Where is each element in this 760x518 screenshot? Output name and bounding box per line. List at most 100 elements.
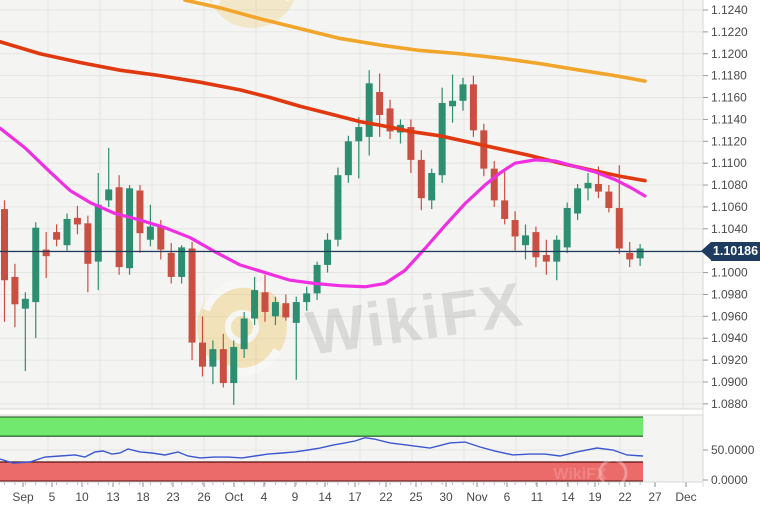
candlestick xyxy=(198,316,206,377)
overbought-band xyxy=(0,417,643,437)
candlestick xyxy=(271,296,279,326)
price-axis-label: 1.1180 xyxy=(711,69,747,83)
time-axis-label: 25 xyxy=(409,490,423,504)
candlestick xyxy=(219,333,227,388)
time-axis-label: 11 xyxy=(531,490,544,504)
candlestick xyxy=(324,233,332,273)
indicator-axis-label: 0.0000 xyxy=(711,473,748,487)
candlestick xyxy=(73,205,81,235)
time-axis-label: 5 xyxy=(49,490,56,504)
candlestick xyxy=(115,175,123,275)
candlestick xyxy=(334,167,342,247)
candlestick xyxy=(21,292,29,372)
candlestick xyxy=(532,226,540,268)
time-axis-label: 30 xyxy=(439,490,453,504)
time-axis-label: Dec xyxy=(675,490,696,504)
price-axis-label: 1.1060 xyxy=(711,200,748,214)
time-axis-label: 13 xyxy=(106,490,120,504)
candlestick xyxy=(261,274,269,322)
candlestick xyxy=(636,244,644,266)
candlestick xyxy=(292,296,300,380)
price-axis-label: 1.1040 xyxy=(711,222,748,236)
time-axis-label: 10 xyxy=(75,490,89,504)
price-axis-label: 1.1240 xyxy=(711,3,748,17)
candlestick xyxy=(574,183,582,221)
time-axis-label: 9 xyxy=(292,490,299,504)
price-axis: 1.1240 1.1220 1.1200 1.1180 1.1160 1.1140 1.11… xyxy=(703,3,755,487)
candlestick xyxy=(1,200,8,322)
candlestick xyxy=(584,173,592,201)
candlestick xyxy=(459,77,467,111)
candlestick xyxy=(167,243,175,284)
candlestick xyxy=(313,261,321,300)
candlestick xyxy=(63,213,71,251)
price-axis-label: 1.0980 xyxy=(711,287,748,301)
price-axis-label: 1.0880 xyxy=(711,397,748,411)
candlestick xyxy=(105,147,113,207)
price-axis-label: 1.1200 xyxy=(711,47,748,61)
candlestick xyxy=(303,286,311,311)
time-axis-label: 22 xyxy=(379,490,393,504)
price-axis-label: 1.1220 xyxy=(711,25,748,39)
oversold-band xyxy=(0,462,643,481)
ma-line-slow-orange xyxy=(183,0,647,83)
current-price-badge: 1.10186 xyxy=(701,242,760,261)
indicator-line xyxy=(0,436,644,464)
time-axis-label: Sep xyxy=(12,490,34,504)
candlestick xyxy=(94,173,102,291)
candlestick xyxy=(240,311,248,358)
candlestick xyxy=(501,171,509,225)
time-axis-label: 19 xyxy=(588,490,602,504)
indicator-axis-label: 50.0000 xyxy=(711,443,755,457)
price-axis-label: 1.1100 xyxy=(711,156,747,170)
candlestick xyxy=(386,99,394,140)
candlestick xyxy=(605,185,613,213)
candlestick xyxy=(32,222,40,339)
price-axis-label: 1.1120 xyxy=(711,134,747,148)
candlestick xyxy=(188,241,196,361)
time-axis-label: 27 xyxy=(648,490,662,504)
time-axis-label: 17 xyxy=(348,490,362,504)
candlestick xyxy=(417,150,425,211)
candlestick xyxy=(469,75,477,137)
candlestick xyxy=(480,123,488,177)
price-axis-label: 1.0960 xyxy=(711,309,748,323)
time-axis-label: 26 xyxy=(197,490,211,504)
candlestick xyxy=(11,263,19,328)
candlestick xyxy=(522,224,529,260)
time-axis-label: Oct xyxy=(225,490,244,504)
price-axis-label: 1.1080 xyxy=(711,178,748,192)
time-axis-label: 14 xyxy=(318,490,332,504)
svg-text:WikiFX: WikiFX xyxy=(553,466,607,483)
candlestick xyxy=(282,294,290,321)
candlestick xyxy=(449,74,457,123)
candlestick xyxy=(490,160,498,207)
candlestick xyxy=(42,232,50,279)
wikifx-watermark-band: WikiFX xyxy=(553,458,628,488)
candlestick xyxy=(209,340,217,385)
time-axis-label: 4 xyxy=(261,490,268,504)
time-axis-label: 6 xyxy=(504,490,511,504)
price-axis-label: 1.0900 xyxy=(711,375,748,389)
candlestick xyxy=(626,241,634,268)
candlestick xyxy=(344,135,352,183)
candlestick xyxy=(511,211,519,251)
time-axis-label: Nov xyxy=(466,490,487,504)
ma-line-fast-magenta xyxy=(0,126,647,289)
time-axis-label: 18 xyxy=(136,490,150,504)
candles-layer xyxy=(1,70,644,405)
candlestick xyxy=(251,276,259,326)
price-axis-label: 1.1160 xyxy=(711,91,747,105)
time-axis-label: 14 xyxy=(561,490,575,504)
candlestick xyxy=(542,239,550,275)
time-axis: Sep 5 10 13 18 23 26 Oct 4 9 14 17 22 25 30 Nov 6 11 14 19 2… xyxy=(4,482,697,504)
candlestick xyxy=(146,204,154,247)
candlestick xyxy=(84,215,92,293)
candlestick xyxy=(355,117,363,179)
price-axis-label: 1.1000 xyxy=(711,266,748,280)
time-axis-label: 23 xyxy=(166,490,180,504)
price-axis-label: 1.1140 xyxy=(711,112,747,126)
candlestick xyxy=(553,235,561,281)
